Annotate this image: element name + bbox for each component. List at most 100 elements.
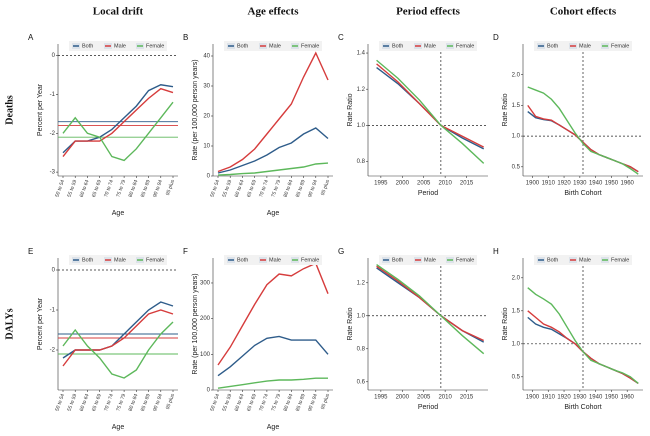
x-tick-label: 60 to 64: [79, 179, 91, 198]
x-tick-label: 2010: [438, 395, 452, 401]
series-line: [217, 127, 329, 174]
x-tick-label: 60 to 64: [234, 393, 246, 412]
legend-label: Male: [579, 43, 591, 49]
series-line: [217, 335, 329, 377]
x-tick-label: 65 to 69: [246, 393, 258, 412]
y-axis-label: Percent per Year: [37, 297, 44, 350]
x-axis-label: Birth Cohort: [564, 404, 601, 411]
legend-label: Both: [237, 257, 248, 263]
legend-label: Male: [424, 43, 436, 49]
column-title: Local drift: [93, 6, 144, 18]
x-tick-label: 55 to 59: [67, 393, 79, 412]
column-title: Cohort effects: [550, 6, 617, 18]
y-tick-label: 1.0: [512, 134, 521, 140]
y-axis-label: Rate Ratio: [347, 307, 354, 340]
x-tick-label: 1910: [542, 181, 556, 187]
y-axis-label: Rate Ratio: [502, 93, 509, 126]
y-tick-label: 10: [203, 144, 210, 150]
legend-label: Female: [456, 257, 474, 263]
legend-label: Male: [114, 257, 126, 263]
series-line: [62, 321, 174, 379]
y-tick-label: 0.5: [512, 164, 521, 170]
x-tick-label: 2015: [460, 395, 474, 401]
x-tick-label: 85 to 89: [140, 393, 152, 412]
x-axis-label: Age: [267, 210, 280, 217]
x-tick-label: 55 to 59: [222, 393, 234, 412]
panel-letter: F: [183, 247, 188, 256]
y-axis-label: Rate (per 100,000 person years): [192, 273, 199, 374]
x-tick-label: 70 to 74: [103, 179, 115, 198]
y-tick-label: 0.8: [357, 346, 366, 352]
series-line: [62, 101, 174, 162]
y-tick-label: 1.0: [512, 341, 521, 347]
y-tick-label: 0.5: [512, 374, 521, 380]
x-axis-label: Period: [418, 190, 438, 197]
series-line: [62, 309, 174, 367]
x-tick-label: 1950: [605, 181, 619, 187]
row-label: Deaths: [4, 95, 15, 125]
series-line: [217, 162, 329, 176]
legend-box: [534, 41, 632, 51]
x-tick-label: 1920: [557, 395, 571, 401]
x-tick-label: 75 to 79: [270, 393, 282, 412]
x-tick-label: 50 to 54: [209, 179, 221, 198]
y-tick-label: 100: [200, 352, 211, 358]
x-tick-label: 90 to 94: [307, 179, 319, 198]
x-tick-label: 65 to 69: [91, 179, 103, 198]
x-tick-label: 70 to 74: [258, 179, 270, 198]
panel-letter: C: [338, 33, 344, 42]
y-tick-label: 1.5: [512, 103, 521, 109]
x-tick-label: 50 to 54: [54, 179, 66, 198]
panel-letter: H: [493, 247, 499, 256]
x-axis-label: Birth Cohort: [564, 190, 601, 197]
x-tick-label: 95 plus: [165, 393, 176, 411]
y-tick-label: -2: [50, 131, 56, 137]
panel-letter: G: [338, 247, 344, 256]
y-tick-label: -1: [50, 92, 56, 98]
y-tick-label: 30: [203, 84, 210, 90]
x-tick-label: 55 to 59: [67, 179, 79, 198]
x-tick-label: 2005: [417, 395, 431, 401]
legend-label: Both: [392, 43, 403, 49]
x-axis-label: Age: [112, 424, 125, 431]
x-axis-label: Period: [418, 404, 438, 411]
legend-label: Female: [611, 43, 629, 49]
x-tick-label: 70 to 74: [258, 393, 270, 412]
legend-label: Both: [237, 43, 248, 49]
legend-label: Male: [424, 257, 436, 263]
legend-box: [379, 255, 477, 265]
y-tick-label: 300: [200, 281, 211, 287]
x-tick-label: 75 to 79: [115, 393, 127, 412]
y-axis-label: Percent per Year: [37, 83, 44, 136]
x-tick-label: 1910: [542, 395, 556, 401]
x-tick-label: 80 to 84: [283, 393, 295, 412]
y-tick-label: 1.2: [357, 87, 366, 93]
legend-label: Both: [82, 43, 93, 49]
x-tick-label: 1900: [526, 181, 540, 187]
series-line: [376, 66, 485, 150]
panel-letter: B: [183, 33, 188, 42]
x-tick-label: 75 to 79: [115, 179, 127, 198]
legend-label: Both: [547, 257, 558, 263]
x-tick-label: 2005: [417, 181, 431, 187]
x-tick-label: 75 to 79: [270, 179, 282, 198]
legend-label: Female: [611, 257, 629, 263]
legend-label: Both: [82, 257, 93, 263]
panel-letter: D: [493, 33, 499, 42]
series-line: [376, 264, 485, 355]
y-axis-label: Rate Ratio: [502, 307, 509, 340]
x-tick-label: 1930: [573, 395, 587, 401]
x-tick-label: 60 to 64: [79, 393, 91, 412]
y-tick-label: 20: [203, 114, 210, 120]
legend-box: [224, 255, 322, 265]
x-tick-label: 2000: [396, 395, 410, 401]
x-tick-label: 1940: [589, 181, 603, 187]
series-line: [376, 59, 485, 164]
series-line: [217, 262, 329, 366]
y-tick-label: 0.8: [357, 159, 366, 165]
legend-label: Female: [301, 43, 319, 49]
series-line: [376, 63, 485, 148]
y-tick-label: 1.0: [357, 313, 366, 319]
x-tick-label: 90 to 94: [152, 393, 164, 412]
